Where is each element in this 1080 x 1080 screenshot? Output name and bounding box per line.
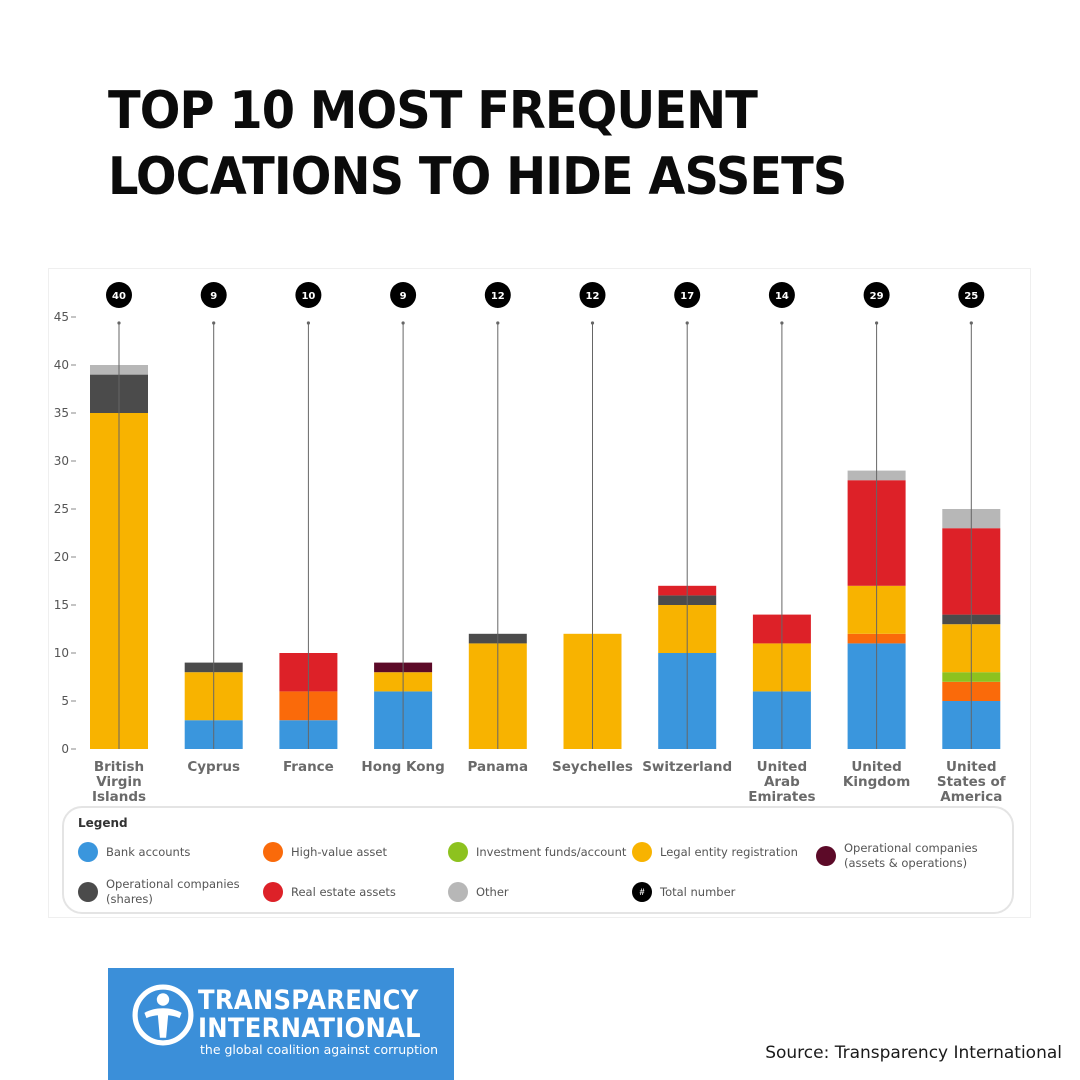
title-line-2: LOCATIONS TO HIDE ASSETS xyxy=(108,147,847,207)
y-tick-label: 20 xyxy=(54,550,69,564)
legend-label: Other xyxy=(476,884,509,899)
total-marker xyxy=(200,282,227,308)
legend-label: Operational companies (assets & operatio… xyxy=(844,841,978,870)
guide-dot xyxy=(685,321,689,325)
total-label: 29 xyxy=(870,291,884,302)
guide-dot xyxy=(117,321,121,325)
x-tick-label: America xyxy=(940,789,1002,805)
legend-item-high-value-asset: High-value asset xyxy=(263,840,436,864)
source-credit: Source: Transparency International xyxy=(765,1043,1062,1063)
operational-assets-swatch-icon xyxy=(816,846,836,866)
total-label: 17 xyxy=(680,291,694,302)
transparency-international-logo: TRANSPARENCY INTERNATIONAL the global co… xyxy=(108,968,454,1080)
legend-label: Bank accounts xyxy=(106,844,191,859)
guide-dot xyxy=(306,321,310,325)
y-tick-label: 25 xyxy=(54,502,69,516)
total-label: 9 xyxy=(210,291,217,302)
total-number-swatch-icon: # xyxy=(632,882,652,902)
other-swatch-icon xyxy=(448,882,468,902)
x-tick-label: Emirates xyxy=(748,789,815,805)
transparency-international-emblem-icon xyxy=(132,984,194,1046)
logo-tagline: the global coalition against corruption xyxy=(200,1042,439,1057)
guide-dot xyxy=(590,321,595,325)
stacked-bar-chart: 0 5 10 15 20 25 30 35 40 45 40 BritishVirginIslands… xyxy=(54,282,1006,805)
x-tick-label: States of xyxy=(937,774,1006,790)
x-tick-label: Seychelles xyxy=(552,759,633,775)
total-label: 10 xyxy=(301,291,315,302)
chart-legend: Legend Bank accounts High-value asset In… xyxy=(62,806,1014,914)
logo-line-1: TRANSPARENCY xyxy=(198,985,419,1016)
x-tick-label: United xyxy=(946,759,996,775)
real-estate-swatch-icon xyxy=(263,882,283,902)
legend-item-other: Other xyxy=(448,880,621,904)
total-label: 25 xyxy=(964,291,978,302)
legend-label: Total number xyxy=(660,884,736,899)
x-tick-label: Panama xyxy=(468,759,529,775)
legend-item-bank-accounts: Bank accounts xyxy=(78,840,251,864)
high-value-asset-swatch-icon xyxy=(263,842,283,862)
legal-entity-swatch-icon xyxy=(632,842,652,862)
page-title: TOP 10 MOST FREQUENT LOCATIONS TO HIDE A… xyxy=(108,78,936,210)
x-tick-label: Arab xyxy=(764,774,800,790)
y-tick-label: 40 xyxy=(54,358,69,372)
operational-shares-swatch-icon xyxy=(78,882,98,902)
total-marker xyxy=(484,282,511,308)
y-tick-label: 5 xyxy=(61,694,69,708)
legend-label: Operational companies (shares) xyxy=(106,877,240,906)
guide-dot xyxy=(496,321,500,325)
legend-item-investment-funds: Investment funds/account xyxy=(448,840,646,864)
total-marker xyxy=(674,282,701,308)
x-tick-label: Hong Kong xyxy=(361,759,444,775)
total-label: 12 xyxy=(586,291,600,302)
y-tick-label: 15 xyxy=(54,598,69,612)
total-marker xyxy=(863,282,890,308)
x-tick-label: Islands xyxy=(92,789,146,805)
total-label: 9 xyxy=(400,291,407,302)
y-tick-label: 0 xyxy=(61,742,69,756)
logo-line-2: INTERNATIONAL xyxy=(198,1013,421,1044)
legend-label: Legal entity registration xyxy=(660,844,798,859)
total-marker xyxy=(390,282,417,308)
legend-label: High-value asset xyxy=(291,844,387,859)
title-line-1: TOP 10 MOST FREQUENT xyxy=(108,81,758,141)
y-tick-label: 45 xyxy=(54,310,69,324)
x-tick-label: Switzerland xyxy=(642,759,732,775)
total-label: 40 xyxy=(112,291,126,302)
legend-title: Legend xyxy=(78,816,128,830)
legend-item-total-number: # Total number xyxy=(632,880,805,904)
legend-label: Real estate assets xyxy=(291,884,396,899)
bank-accounts-swatch-icon xyxy=(78,842,98,862)
total-marker xyxy=(958,282,985,308)
x-tick-label: United xyxy=(757,759,807,775)
total-marker xyxy=(106,282,132,308)
guide-dot xyxy=(969,321,973,325)
legend-label: Investment funds/account xyxy=(476,844,627,859)
total-label: 14 xyxy=(775,291,789,302)
investment-funds-swatch-icon xyxy=(448,842,468,862)
guide-dot xyxy=(780,321,784,325)
x-tick-label: Virgin xyxy=(96,774,141,790)
total-marker xyxy=(295,282,322,308)
guide-dot xyxy=(401,321,405,325)
legend-item-real-estate: Real estate assets xyxy=(263,880,436,904)
total-marker xyxy=(768,282,795,308)
x-tick-label: Kingdom xyxy=(843,774,910,790)
total-label: 12 xyxy=(491,291,505,302)
total-marker xyxy=(579,282,606,308)
legend-item-legal-entity: Legal entity registration xyxy=(632,840,830,864)
x-tick-label: Cyprus xyxy=(187,759,240,775)
y-tick-label: 30 xyxy=(54,454,69,468)
legend-item-operational-shares: Operational companies (shares) xyxy=(78,876,251,908)
y-tick-label: 10 xyxy=(54,646,69,660)
y-tick-label: 35 xyxy=(54,406,69,420)
x-tick-label: France xyxy=(283,759,334,775)
x-tick-label: United xyxy=(851,759,901,775)
guide-dot xyxy=(875,321,879,325)
x-tick-label: British xyxy=(94,759,144,775)
legend-item-operational-assets: Operational companies (assets & operatio… xyxy=(816,840,1014,872)
guide-dot xyxy=(212,321,216,325)
